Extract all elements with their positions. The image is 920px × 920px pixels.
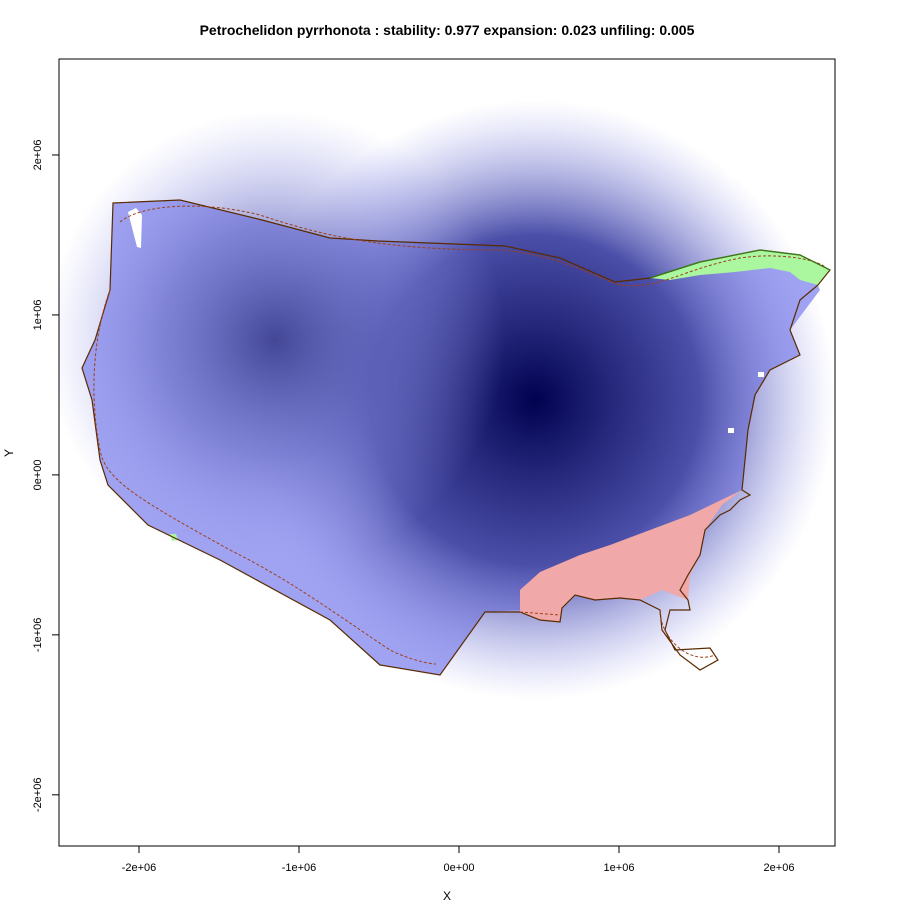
- map-hole: [128, 208, 142, 248]
- x-axis-label: X: [443, 889, 451, 903]
- x-axis: -2e+06 -1e+06 0e+00 1e+06 2e+06: [122, 846, 795, 874]
- y-tick-label: -1e+06: [32, 618, 44, 653]
- map-hole: [758, 372, 764, 377]
- x-tick-label: 1e+06: [604, 862, 635, 874]
- y-tick-label: 2e+06: [32, 140, 44, 171]
- map-hole: [728, 428, 734, 433]
- x-tick-label: 2e+06: [764, 862, 795, 874]
- plot-frame: [58, 58, 836, 847]
- map-layer: [59, 59, 835, 846]
- expansion-region-northeast: [650, 250, 830, 285]
- y-tick-label: -2e+06: [32, 778, 44, 813]
- density-contour-line: [93, 205, 827, 665]
- y-axis: -2e+06 -1e+06 0e+00 1e+06 2e+06: [32, 140, 59, 813]
- invaded-range-outline: [649, 249, 831, 279]
- y-tick-label: 1e+06: [32, 299, 44, 330]
- x-tick-label: -2e+06: [122, 862, 157, 874]
- chart-title: Petrochelidon pyrrhonota : stability: 0.…: [200, 22, 695, 38]
- unfilling-region: [520, 490, 742, 622]
- y-tick-label: 0e+00: [32, 459, 44, 490]
- x-tick-label: 0e+00: [444, 862, 475, 874]
- y-axis-label: Y: [2, 449, 16, 457]
- x-tick-label: -1e+06: [282, 862, 317, 874]
- stability-peak-west: [59, 59, 835, 846]
